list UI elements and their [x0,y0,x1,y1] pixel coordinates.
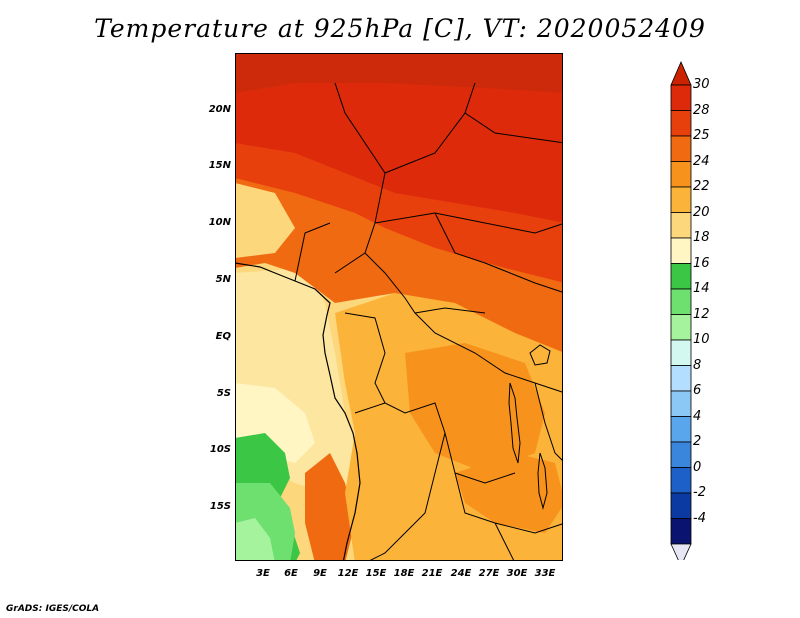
lat-label-5n: 5N [215,274,231,285]
colorbar-swatch [670,186,692,213]
colorbar-swatch [670,110,692,137]
colorbar-label: 8 [693,357,702,373]
lake-tanganyika [508,382,521,464]
lon-label-6e: 6E [284,568,298,579]
lat-label-15s: 15S [209,501,231,512]
chart-title: Temperature at 925hPa [C], VT: 202005240… [94,14,706,43]
colorbar-bottom-arrow [670,543,692,560]
colorbar-label: 4 [693,408,702,424]
colorbar-swatch [670,390,692,417]
colorbar-label: -2 [693,485,706,500]
colorbar-swatch [670,467,692,494]
lat-label-eq: EQ [215,331,231,342]
colorbar-label: 22 [693,179,710,194]
colorbar-swatch [670,161,692,188]
footer-credit: GrADS: IGES/COLA [6,604,100,614]
lon-label-12e: 12E [337,568,359,579]
temp-field-se-warm [455,453,563,533]
colorbar-swatch [670,365,692,392]
colorbar-label: 10 [693,332,710,347]
coastline [235,262,361,561]
colorbar-swatch [670,288,692,315]
temp-field-sw-warm [305,453,355,561]
colorbar [670,60,692,560]
colorbar-top-arrow [670,60,692,86]
lon-label-3e: 3E [256,568,270,579]
colorbar-swatch [670,314,692,341]
lat-label-10n: 10N [208,217,231,228]
lon-label-9e: 9E [313,568,327,579]
lon-label-24e: 24E [450,568,472,579]
colorbar-label: 12 [693,306,710,322]
colorbar-swatch [670,237,692,264]
colorbar-swatch [670,416,692,443]
temp-field-sahel-orange [235,173,563,353]
temp-field-sahara-top [235,53,563,93]
map-frame [235,53,563,561]
temp-field-palegreen [235,518,275,561]
colorbar-swatch [670,339,692,366]
colorbar-label: 6 [693,383,702,398]
lon-label-15e: 15E [365,568,387,579]
colorbar-label: -4 [693,510,706,526]
colorbar-label: 28 [693,102,710,118]
lat-label-5s: 5S [216,388,231,399]
colorbar-label: 25 [693,128,710,143]
country-borders [294,82,563,561]
lat-label-10s: 10S [209,444,231,455]
lat-label-15n: 15N [208,160,231,171]
lon-label-21e: 21E [421,568,443,579]
lon-label-30e: 30E [506,568,528,579]
temperature-map [235,53,563,561]
colorbar-label: 20 [693,204,710,220]
colorbar-swatch [670,518,692,545]
colorbar-label: 24 [693,153,710,169]
colorbar-label: 0 [693,459,702,475]
colorbar-label: 30 [693,77,710,92]
colorbar-swatch [670,212,692,239]
colorbar-swatch [670,84,692,111]
colorbar-label: 14 [693,281,710,296]
lon-label-18e: 18E [393,568,415,579]
lat-label-20n: 20N [208,104,231,115]
colorbar-swatch [670,135,692,162]
colorbar-swatch [670,492,692,519]
lon-label-27e: 27E [478,568,500,579]
colorbar-label: 2 [693,434,702,449]
colorbar-label: 18 [693,230,710,245]
colorbar-swatch [670,441,692,468]
temp-field-sahara-hot [235,53,563,223]
lon-label-33e: 33E [534,568,556,579]
temp-field-congo-warm [405,343,545,473]
lake-victoria [529,344,551,366]
lake-malawi [537,452,548,510]
colorbar-label: 16 [693,255,710,271]
colorbar-swatch [670,263,692,290]
temp-field-wa-coast [235,183,295,258]
